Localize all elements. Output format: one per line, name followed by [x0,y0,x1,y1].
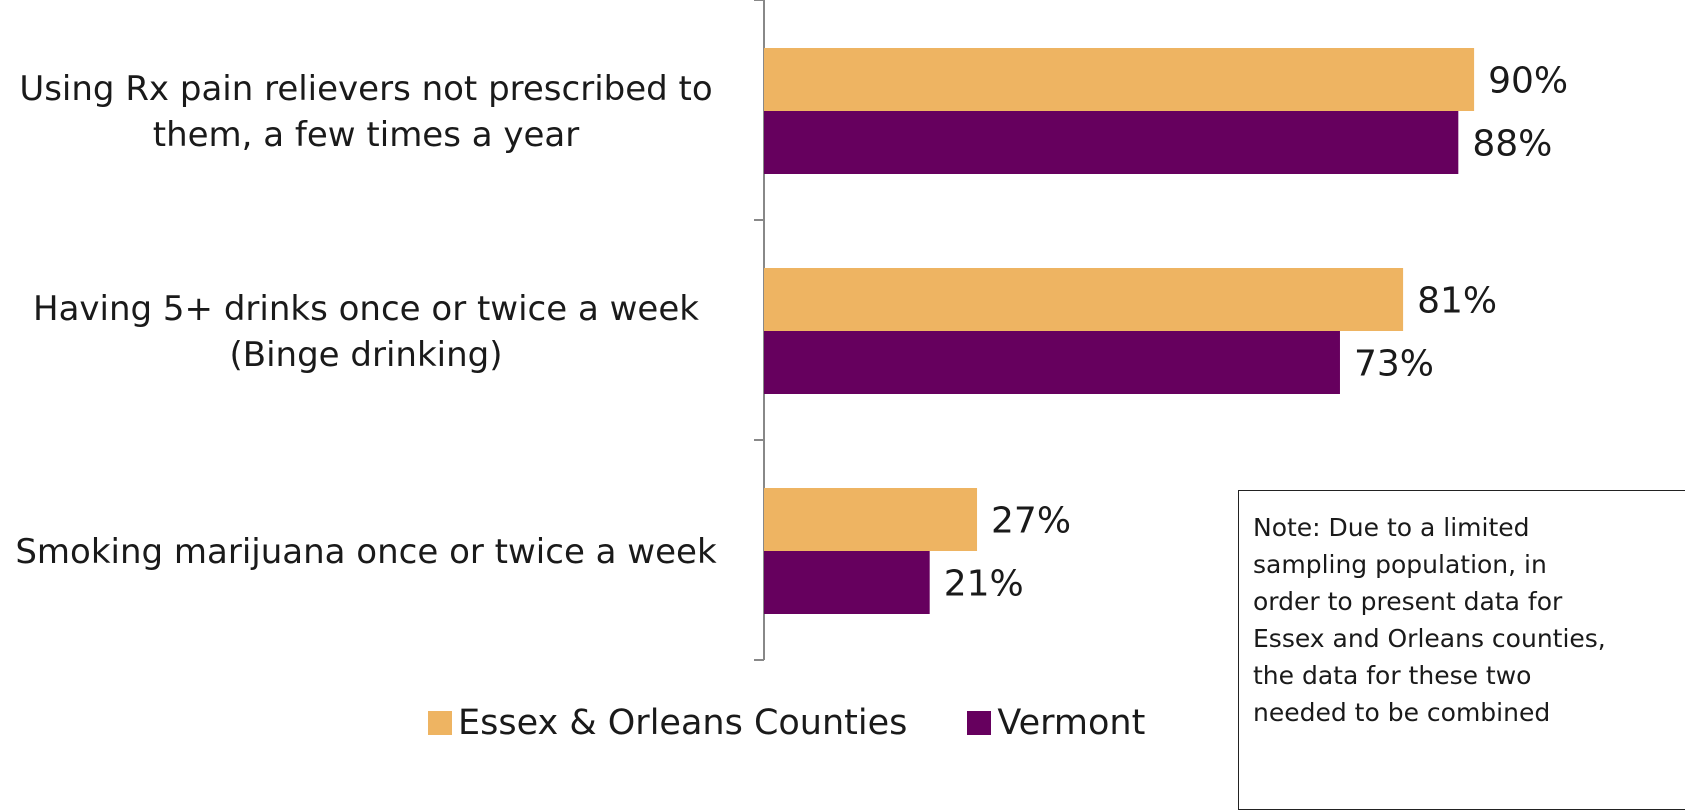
legend-swatch-vermont [967,711,992,735]
note-line: Note: Due to a limited [1253,513,1530,542]
legend-label-essex-orleans: Essex & Orleans Counties [458,703,908,743]
bar [764,551,930,614]
category-label: Having 5+ drinks once or twice a week [33,289,699,329]
note-line: the data for these two [1253,661,1532,690]
legend-item-vermont: Vermont [967,703,1145,743]
note-line: Essex and Orleans counties, [1253,624,1606,653]
data-label: 88% [1472,124,1552,165]
data-label: 90% [1488,61,1568,102]
bar [764,111,1459,174]
bar-layer [764,48,1475,614]
note-box: Note: Due to a limited sampling populati… [1238,490,1685,810]
legend: Essex & Orleans Counties Vermont [428,703,1145,743]
legend-label-vermont: Vermont [997,703,1146,743]
label-layer: Using Rx pain relievers not prescribed t… [15,61,1568,605]
data-label: 21% [944,564,1024,605]
data-label: 27% [991,501,1071,542]
note-line: order to present data for [1253,587,1563,616]
bar [764,488,978,551]
bar [764,268,1404,331]
category-label: Using Rx pain relievers not prescribed t… [19,69,712,109]
legend-swatch-essex-orleans [428,711,452,735]
data-label: 81% [1417,281,1497,322]
category-label: them, a few times a year [153,115,580,155]
note-line: sampling population, in [1253,550,1547,579]
category-label: (Binge drinking) [230,335,503,375]
bar [764,48,1475,111]
axis-layer [754,0,765,661]
category-label: Smoking marijuana once or twice a week [15,532,717,572]
data-label: 73% [1354,344,1434,385]
bar [764,331,1340,394]
legend-item-essex-orleans: Essex & Orleans Counties [428,703,907,743]
note-line: needed to be combined [1253,698,1551,727]
